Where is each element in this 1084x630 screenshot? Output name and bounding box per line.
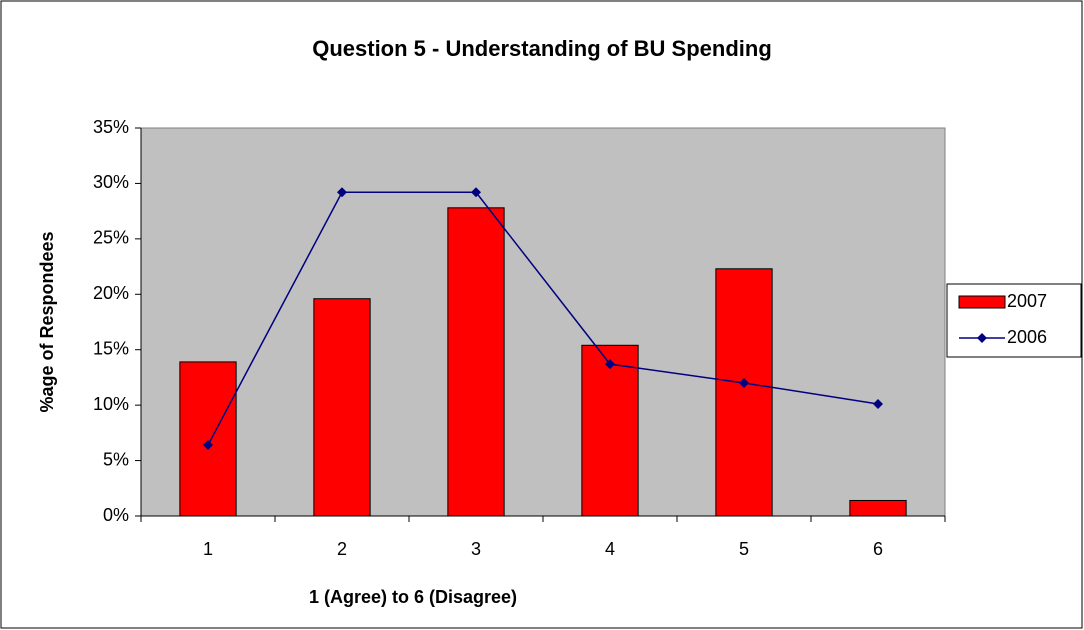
chart-title: Question 5 - Understanding of BU Spendin…: [312, 36, 772, 61]
legend-swatch: [958, 295, 1006, 309]
legend-label: 2006: [1007, 327, 1047, 347]
bar: [447, 207, 505, 517]
x-tick-label: 4: [605, 539, 615, 559]
y-tick-label: 0%: [103, 505, 129, 525]
y-tick-label: 10%: [93, 394, 129, 414]
bar: [313, 298, 371, 517]
y-tick-label: 30%: [93, 172, 129, 192]
bar: [849, 499, 907, 517]
line-marker: [471, 187, 481, 198]
x-axis-label: 1 (Agree) to 6 (Disagree): [309, 587, 517, 607]
x-tick-label: 1: [203, 539, 213, 559]
line: [207, 191, 879, 446]
y-axis-label: %age of Respondees: [37, 231, 57, 412]
x-tick-label: 6: [873, 539, 883, 559]
x-tick-label: 5: [739, 539, 749, 559]
bar: [179, 361, 237, 517]
line-marker: [203, 440, 213, 451]
y-tick-label: 25%: [93, 228, 129, 248]
y-tick-label: 5%: [103, 449, 129, 469]
x-tick-label: 3: [471, 539, 481, 559]
y-tick-label: 35%: [93, 117, 129, 137]
y-tick-label: 20%: [93, 283, 129, 303]
bar: [715, 268, 773, 517]
line-marker: [605, 359, 615, 370]
x-tick-label: 2: [337, 539, 347, 559]
line-marker: [739, 377, 749, 388]
legend-marker: [977, 333, 987, 343]
legend-label: 2007: [1007, 291, 1047, 311]
bar: [581, 344, 639, 517]
line-marker: [337, 187, 347, 198]
plot-area: [140, 127, 946, 517]
line-marker: [873, 399, 883, 410]
y-tick-label: 15%: [93, 338, 129, 358]
